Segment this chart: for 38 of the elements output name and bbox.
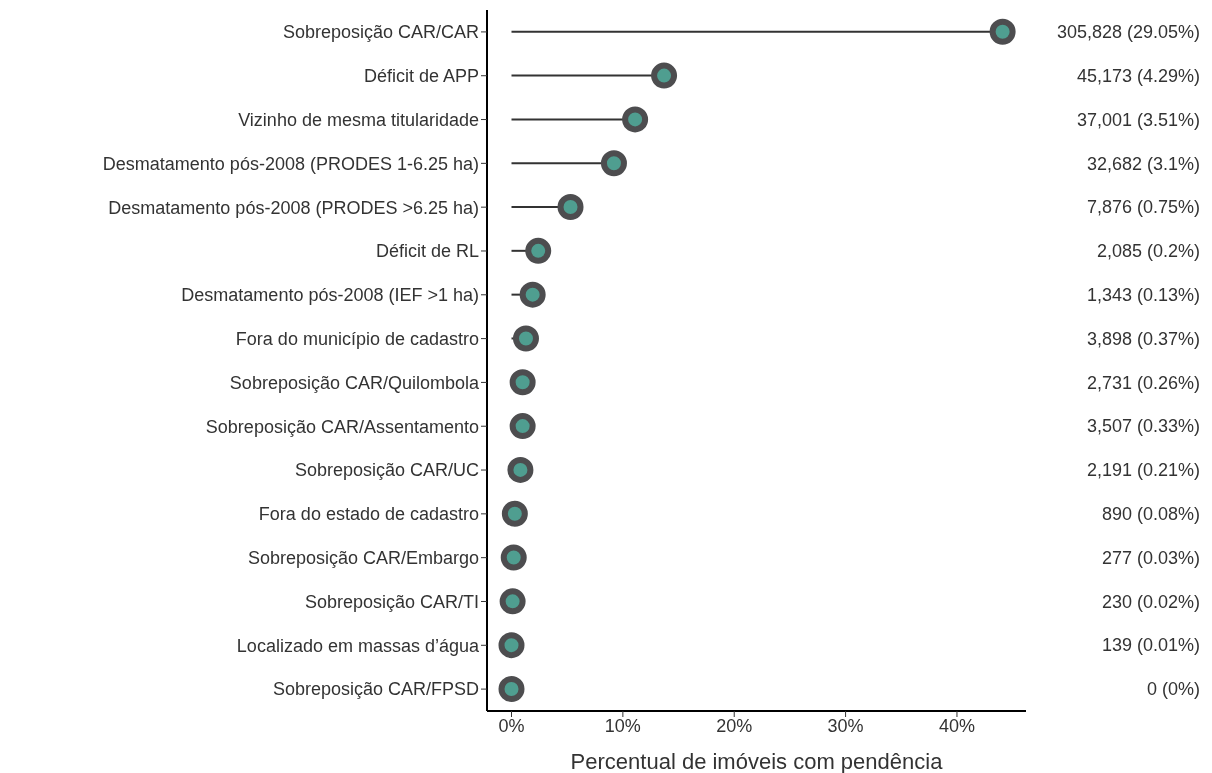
x-axis-title: Percentual de imóveis com pendência (570, 749, 944, 773)
data-label: 2,731 (0.26%) (1086, 372, 1200, 393)
y-tick-label: Localizado em massas d’água (236, 635, 480, 656)
data-label: 0 (0%) (1146, 679, 1200, 700)
y-tick-label: Déficit de APP (363, 66, 479, 87)
x-tick-label: 0% (498, 715, 525, 736)
x-tick-label: 40% (938, 715, 975, 736)
data-label: 2,085 (0.2%) (1096, 241, 1200, 262)
y-tick-label: Sobreposição CAR/FPSD (272, 679, 479, 700)
data-label: 2,191 (0.21%) (1086, 460, 1200, 481)
y-tick-label: Sobreposição CAR/UC (294, 460, 479, 481)
y-tick-label: Fora do município de cadastro (235, 328, 479, 349)
data-label: 277 (0.03%) (1101, 547, 1200, 568)
data-label: 3,898 (0.37%) (1086, 328, 1200, 349)
data-label: 230 (0.02%) (1101, 591, 1200, 612)
data-label: 37,001 (3.51%) (1076, 109, 1200, 130)
y-tick-label: Sobreposição CAR/CAR (282, 22, 479, 43)
data-label: 32,682 (3.1%) (1086, 153, 1200, 174)
y-tick-label: Déficit de RL (375, 241, 479, 262)
x-tick-label: 30% (827, 715, 864, 736)
data-label: 1,343 (0.13%) (1086, 284, 1200, 305)
data-label: 7,876 (0.75%) (1086, 197, 1200, 218)
y-tick-label: Sobreposição CAR/Assentamento (205, 416, 479, 437)
data-label: 3,507 (0.33%) (1086, 416, 1200, 437)
x-tick-label: 20% (716, 715, 753, 736)
y-tick-label: Fora do estado de cadastro (258, 504, 479, 525)
x-tick-label: 10% (604, 715, 641, 736)
data-label: 45,173 (4.29%) (1076, 65, 1200, 86)
y-tick-label: Sobreposição CAR/Embargo (247, 548, 479, 569)
y-tick-label: Sobreposição CAR/Quilombola (229, 372, 480, 393)
y-tick-label: Desmatamento pós-2008 (IEF >1 ha) (181, 285, 479, 306)
data-label: 305,828 (29.05%) (1056, 22, 1200, 43)
data-label: 139 (0.01%) (1101, 635, 1200, 656)
y-tick-label: Desmatamento pós-2008 (PRODES 1-6.25 ha) (102, 153, 479, 174)
y-tick-label: Sobreposição CAR/TI (304, 591, 479, 612)
data-label: 890 (0.08%) (1101, 504, 1200, 524)
y-tick-label: Desmatamento pós-2008 (PRODES >6.25 ha) (108, 197, 479, 218)
y-tick-label: Vizinho de mesma titularidade (238, 109, 479, 130)
